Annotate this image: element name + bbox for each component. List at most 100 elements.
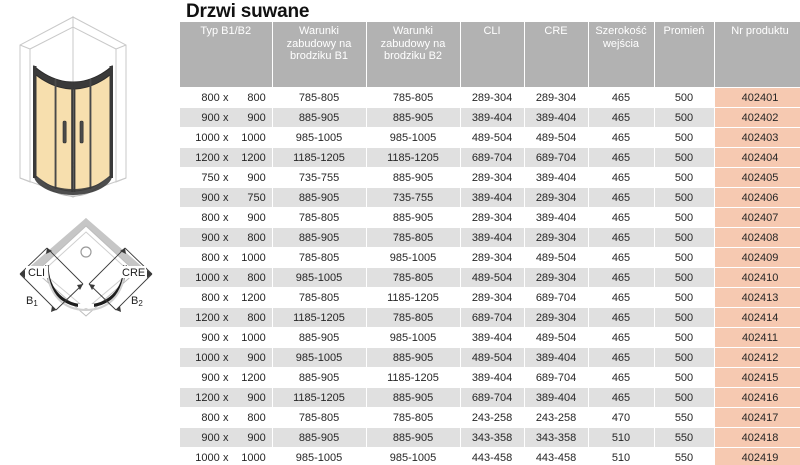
shower-enclosure-3d-illustration	[0, 0, 180, 205]
column-header-radius: Promień	[654, 22, 715, 88]
cell-cre: 689-704	[524, 287, 589, 308]
cell-product-number[interactable]: 402407	[714, 207, 800, 228]
table-row: 900 x 1000 885-905 985-1005 389-404 489-504 465…	[180, 327, 800, 348]
cell-install-b1: 1185-1205	[272, 307, 367, 328]
cell-cli: 389-404	[460, 327, 525, 348]
cell-product-number[interactable]: 402402	[714, 107, 800, 128]
cell-install-b2: 885-905	[366, 107, 461, 128]
cell-install-b2: 785-805	[366, 307, 461, 328]
cell-product-number[interactable]: 402417	[714, 407, 800, 428]
cell-cli: 489-504	[460, 127, 525, 148]
illustration-column: CLI CRE B1 B2	[0, 0, 180, 465]
cell-product-number[interactable]: 402401	[714, 87, 800, 108]
cell-entry-width: 470	[588, 407, 655, 428]
table-row: 800 x 800 785-805 785-805 243-258 243-258 470 55…	[180, 407, 800, 428]
cell-product-number[interactable]: 402410	[714, 267, 800, 288]
cell-cli: 389-404	[460, 367, 525, 388]
cell-type: 750 x 900	[180, 167, 273, 188]
cell-cli: 289-304	[460, 287, 525, 308]
column-header-product-number: Nr produktu	[714, 22, 800, 88]
cell-entry-width: 465	[588, 167, 655, 188]
table-row: 900 x 750 885-905 735-755 389-404 289-304 465 50…	[180, 187, 800, 208]
cell-type: 800 x 800	[180, 87, 273, 108]
cell-entry-width: 465	[588, 367, 655, 388]
cell-cre: 289-304	[524, 187, 589, 208]
cell-cre: 389-404	[524, 347, 589, 368]
cell-type: 800 x 900	[180, 207, 273, 228]
cell-cli: 689-704	[460, 147, 525, 168]
cell-entry-width: 465	[588, 107, 655, 128]
cell-entry-width: 465	[588, 147, 655, 168]
table-row: 1000 x 1000 985-1005 985-1005 443-458 443-458 5…	[180, 447, 800, 465]
cell-cli: 389-404	[460, 227, 525, 248]
cell-cre: 243-258	[524, 407, 589, 428]
shower-tray-plan-diagram: CLI CRE B1 B2	[0, 212, 180, 337]
cell-product-number[interactable]: 402408	[714, 227, 800, 248]
cell-type: 1000 x 1000	[180, 447, 273, 465]
cell-install-b2: 1185-1205	[366, 367, 461, 388]
cell-type: 900 x 1200	[180, 367, 273, 388]
cell-entry-width: 465	[588, 287, 655, 308]
plan-label-cre: CRE	[122, 267, 145, 279]
cell-radius: 550	[654, 427, 715, 448]
cell-product-number[interactable]: 402419	[714, 447, 800, 465]
cell-install-b1: 885-905	[272, 367, 367, 388]
cell-radius: 500	[654, 167, 715, 188]
cell-install-b1: 985-1005	[272, 267, 367, 288]
cell-cli: 289-304	[460, 167, 525, 188]
cell-type: 900 x 900	[180, 107, 273, 128]
cell-product-number[interactable]: 402414	[714, 307, 800, 328]
cell-product-number[interactable]: 402418	[714, 427, 800, 448]
table-row: 900 x 800 885-905 785-805 389-404 289-304 465 50…	[180, 227, 800, 248]
table-row: 900 x 1200 885-905 1185-1205 389-404 689-704 46…	[180, 367, 800, 388]
cell-entry-width: 465	[588, 387, 655, 408]
cell-type: 900 x 750	[180, 187, 273, 208]
cell-type: 900 x 900	[180, 427, 273, 448]
cell-cre: 389-404	[524, 387, 589, 408]
cell-entry-width: 510	[588, 427, 655, 448]
cell-product-number[interactable]: 402404	[714, 147, 800, 168]
cell-cre: 289-304	[524, 307, 589, 328]
cell-install-b1: 785-805	[272, 207, 367, 228]
cell-product-number[interactable]: 402411	[714, 327, 800, 348]
table-row: 800 x 1000 785-805 985-1005 289-304 489-504 465…	[180, 247, 800, 268]
cell-product-number[interactable]: 402412	[714, 347, 800, 368]
cell-cre: 489-504	[524, 127, 589, 148]
cell-radius: 550	[654, 447, 715, 465]
cell-radius: 500	[654, 267, 715, 288]
cell-cli: 389-404	[460, 187, 525, 208]
cell-cli: 289-304	[460, 207, 525, 228]
cell-cli: 289-304	[460, 87, 525, 108]
cell-product-number[interactable]: 402415	[714, 367, 800, 388]
cell-install-b2: 985-1005	[366, 127, 461, 148]
cell-install-b2: 785-805	[366, 407, 461, 428]
cell-product-number[interactable]: 402405	[714, 167, 800, 188]
table-row: 900 x 900 885-905 885-905 389-404 389-404 465 50…	[180, 107, 800, 128]
cell-product-number[interactable]: 402413	[714, 287, 800, 308]
table-row: 1200 x 800 1185-1205 785-805 689-704 289-304 46…	[180, 307, 800, 328]
cell-install-b2: 985-1005	[366, 247, 461, 268]
cell-install-b1: 885-905	[272, 327, 367, 348]
table-row: 800 x 900 785-805 885-905 289-304 389-404 465 50…	[180, 207, 800, 228]
cell-entry-width: 465	[588, 127, 655, 148]
cell-product-number[interactable]: 402416	[714, 387, 800, 408]
cell-cre: 689-704	[524, 147, 589, 168]
cell-product-number[interactable]: 402406	[714, 187, 800, 208]
column-header-cre: CRE	[524, 22, 589, 88]
cell-cli: 689-704	[460, 307, 525, 328]
table-row: 1000 x 800 985-1005 785-805 489-504 289-304 465…	[180, 267, 800, 288]
cell-product-number[interactable]: 402409	[714, 247, 800, 268]
cell-radius: 500	[654, 187, 715, 208]
cell-type: 1200 x 800	[180, 307, 273, 328]
plan-label-cli: CLI	[28, 267, 45, 279]
cell-install-b1: 1185-1205	[272, 147, 367, 168]
cell-entry-width: 465	[588, 327, 655, 348]
cell-entry-width: 510	[588, 447, 655, 465]
cell-radius: 500	[654, 347, 715, 368]
cell-install-b2: 985-1005	[366, 447, 461, 465]
cell-install-b1: 985-1005	[272, 127, 367, 148]
cell-cre: 389-404	[524, 167, 589, 188]
cell-product-number[interactable]: 402403	[714, 127, 800, 148]
cell-install-b1: 785-805	[272, 247, 367, 268]
cell-cli: 489-504	[460, 347, 525, 368]
